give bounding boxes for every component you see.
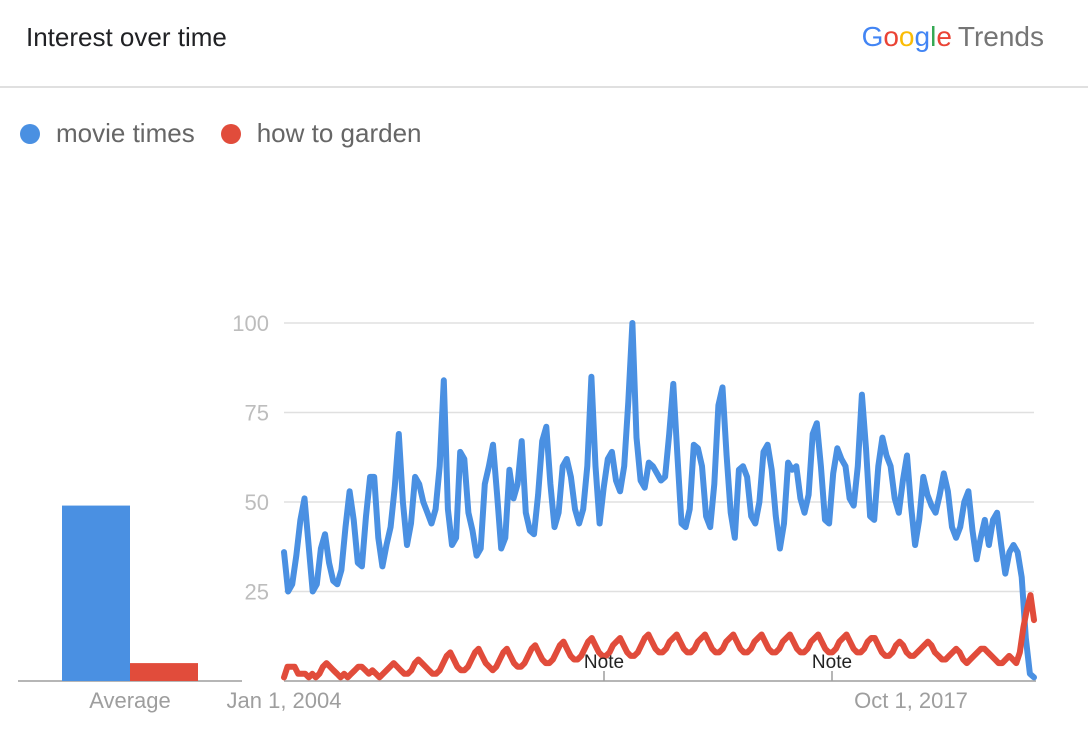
note-label[interactable]: Note [584, 652, 624, 673]
header: Interest over time Google Trends [0, 0, 1088, 88]
note-label[interactable]: Note [812, 652, 852, 673]
logo-letter: o [883, 21, 899, 52]
logo-letter: G [861, 21, 884, 52]
x-tick-label: Oct 1, 2017 [854, 688, 968, 713]
legend-label-how-to-garden: how to garden [256, 118, 422, 148]
y-tick-label: 75 [245, 401, 269, 426]
average-bar-how-to-garden[interactable] [130, 663, 198, 681]
page-title: Interest over time [26, 22, 227, 52]
google-trends-logo[interactable]: Google Trends [862, 21, 1044, 53]
x-tick-label: Jan 1, 2004 [227, 688, 342, 713]
average-chart [62, 505, 198, 681]
average-bar-movie-times[interactable] [62, 505, 130, 681]
chart-legend: movie times how to garden [20, 118, 448, 149]
legend-label-movie-times: movie times [56, 118, 195, 148]
legend-dot-how-to-garden [220, 123, 241, 144]
legend-dot-movie-times [20, 123, 40, 144]
line-layer [281, 320, 1037, 681]
label-layer: 25 50 75 100 Average Note Note Jan 1, 2004 Oct 1… [89, 311, 968, 713]
logo-letter: g [914, 21, 931, 52]
series-line-how-to-garden[interactable] [281, 592, 1037, 681]
legend-item-how-to-garden[interactable]: how to garden [220, 118, 422, 149]
logo-letter: e [936, 21, 952, 52]
y-tick-label: 100 [232, 311, 269, 336]
logo-trends-text: Trends [957, 21, 1044, 52]
logo-letter: o [898, 21, 915, 52]
y-tick-label: 25 [245, 580, 269, 605]
average-label: Average [89, 688, 171, 713]
logo-letter: l [930, 21, 937, 52]
series-line-movie-times[interactable] [281, 320, 1037, 681]
y-tick-label: 50 [245, 490, 269, 515]
legend-item-movie-times[interactable]: movie times [20, 118, 195, 149]
